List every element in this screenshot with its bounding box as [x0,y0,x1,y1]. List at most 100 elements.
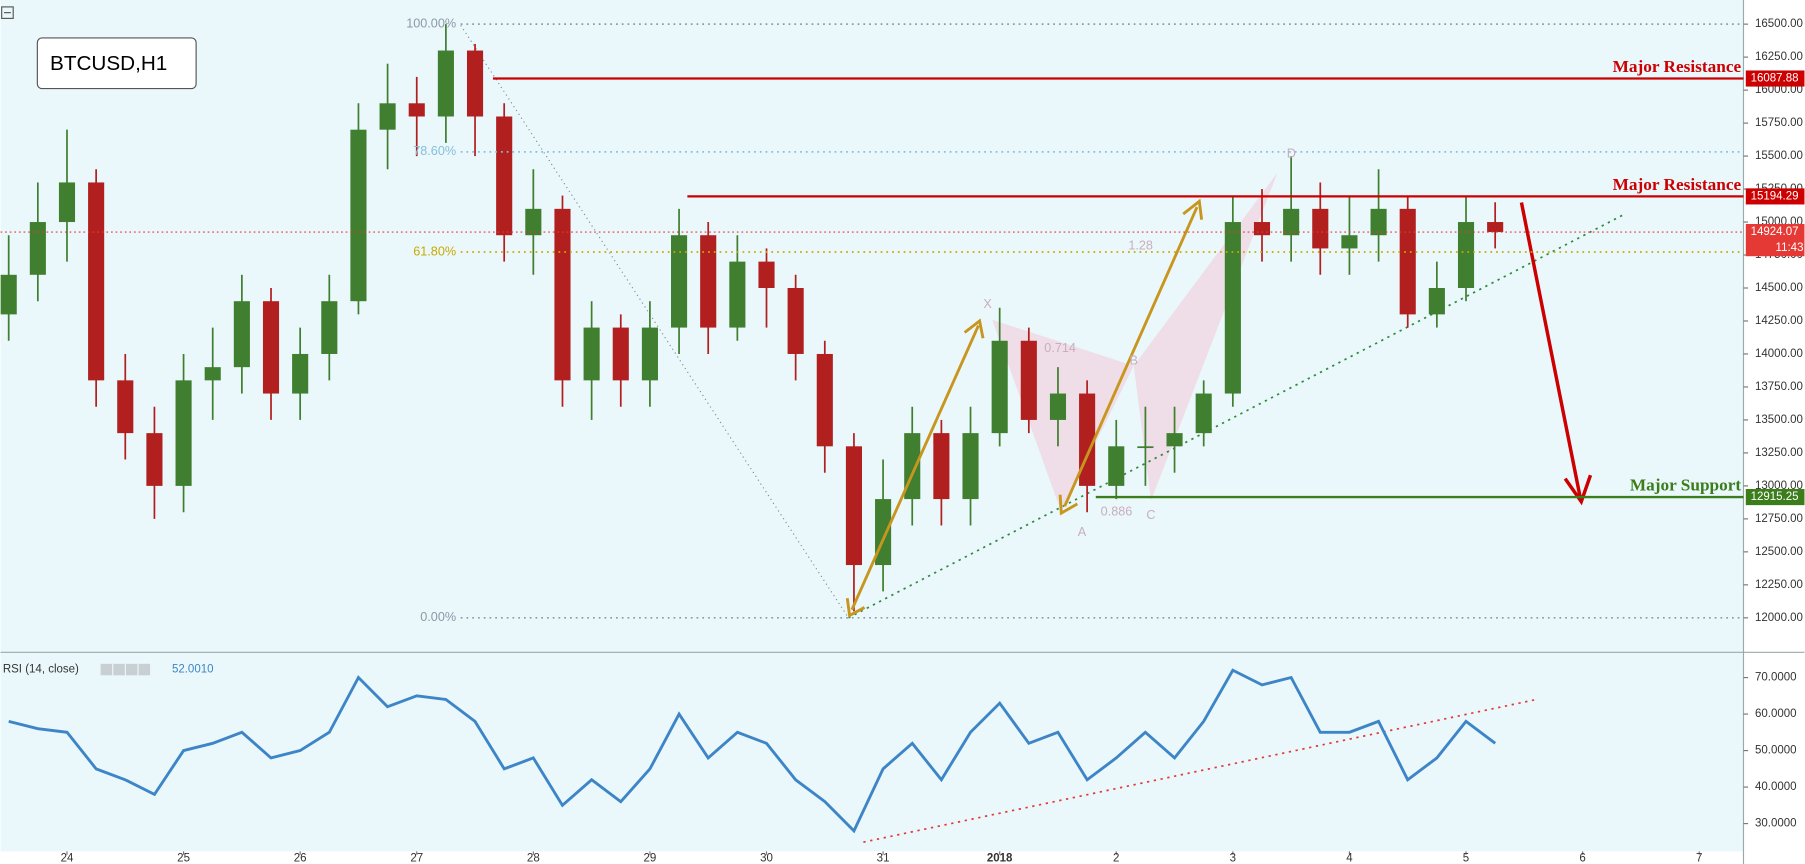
rsi-y-tick-label: 50.0000 [1755,745,1797,757]
candle-body [700,235,717,328]
level-price: 12915.25 [1751,491,1799,503]
candle-body [641,327,658,381]
pattern-label: 0.886 [1101,504,1133,518]
arrow-head [845,598,866,618]
arrow-head [1182,198,1204,220]
symbol-box [36,37,197,90]
rsi-control [100,663,113,676]
level-price: 16087.88 [1751,73,1799,85]
candle-body [233,301,250,368]
candle-body [1312,208,1329,249]
rsi-trendlines [863,698,1537,843]
x-tick-label: 4 [1346,852,1353,864]
rsi-control [125,663,138,676]
y-tick-label: 15750.00 [1755,117,1803,129]
pattern-label: 0.714 [1044,341,1076,355]
y-tick-label: 14500.00 [1755,282,1803,294]
pattern-bcd [1133,172,1278,501]
level-price-box [1745,70,1805,87]
candle-body [350,129,367,302]
rsi-y-tick-label: 60.0000 [1755,708,1797,720]
x-tick-label: 24 [61,852,74,864]
y-tick-label: 13500.00 [1755,414,1803,426]
candle-body [1049,393,1067,420]
x-tick-label: 27 [410,852,423,864]
last-price-box [1745,224,1805,257]
candle-body [29,222,46,275]
candle-body [962,433,979,500]
candle-body [379,103,396,130]
candle-body [1457,222,1475,289]
fib-diagonal [460,24,849,619]
candle-body [933,433,950,500]
x-tick-label: 6 [1579,852,1585,864]
candle-body [1428,288,1445,315]
x-tick-label: 5 [1463,852,1469,864]
candle-body [1020,340,1037,420]
candle-body [321,301,338,354]
candle-body [845,446,862,566]
candle-body [1487,222,1504,233]
y-tick-label: 14250.00 [1755,315,1803,327]
candle-body [1283,208,1300,236]
x-tick-label: 28 [527,852,540,864]
fib-label: 61.80% [413,244,456,258]
candle-body [991,340,1008,434]
trendline [848,214,1624,619]
candle-body [612,327,629,381]
symbol: BTCUSD,H1 [50,52,167,75]
candles [0,24,1504,612]
rsi-value: 52.0010 [172,664,214,676]
rsi-y-tick-label: 70.0000 [1755,672,1797,684]
arrow-head [1058,494,1079,516]
rsi-title: RSI (14, close) [3,664,79,676]
candle-body [117,380,134,434]
collapse-icon[interactable] [1,6,14,19]
pattern-label: C [1146,508,1155,522]
arrow-line [850,324,980,611]
candle-body [1108,446,1125,486]
candle-body [88,182,105,381]
rsi-control [138,663,151,676]
candle-body [1399,208,1416,315]
level-name: Major Resistance [1613,57,1742,76]
rsi-y-tick-label: 30.0000 [1755,818,1797,830]
last-price: 14924.07 [1751,226,1799,238]
candle-body [1137,446,1154,449]
candle-body [1166,433,1183,447]
y-tick-label: 13000.00 [1755,480,1803,492]
rsi-control [113,663,125,676]
candle-body [758,261,775,289]
y-tick-label: 16250.00 [1755,51,1803,63]
fib-label: 100.00% [406,16,456,30]
candle-body [0,274,17,315]
candle-body [525,208,542,236]
x-tick-label: 26 [294,852,307,864]
rsi-trendline [863,698,1537,843]
x-tick-label: 7 [1696,852,1702,864]
candle-body [1370,208,1387,236]
fib-label: 78.60% [413,144,456,158]
pattern-label: 1.28 [1128,239,1153,253]
x-tick-label: 30 [760,852,773,864]
level-price: 15194.29 [1751,190,1799,202]
candle-body [292,353,309,394]
y-tick-label: 14000.00 [1755,348,1803,360]
pattern-label: D [1287,147,1296,161]
candle-body [408,103,425,117]
y-tick-label: 16500.00 [1755,18,1803,30]
y-tick-label: 12250.00 [1755,579,1803,591]
y-tick-label: 12750.00 [1755,513,1803,525]
candle-body [554,208,571,381]
candle-body [816,353,833,447]
time-axis [0,851,1744,864]
arrow-head [963,318,985,339]
fib-label: 0.00% [420,610,456,624]
candle-body [262,301,280,394]
level-name: Major Support [1630,476,1742,495]
rsi-line [8,668,1497,834]
candle-body [671,235,688,328]
pattern-label: A [1078,525,1087,539]
